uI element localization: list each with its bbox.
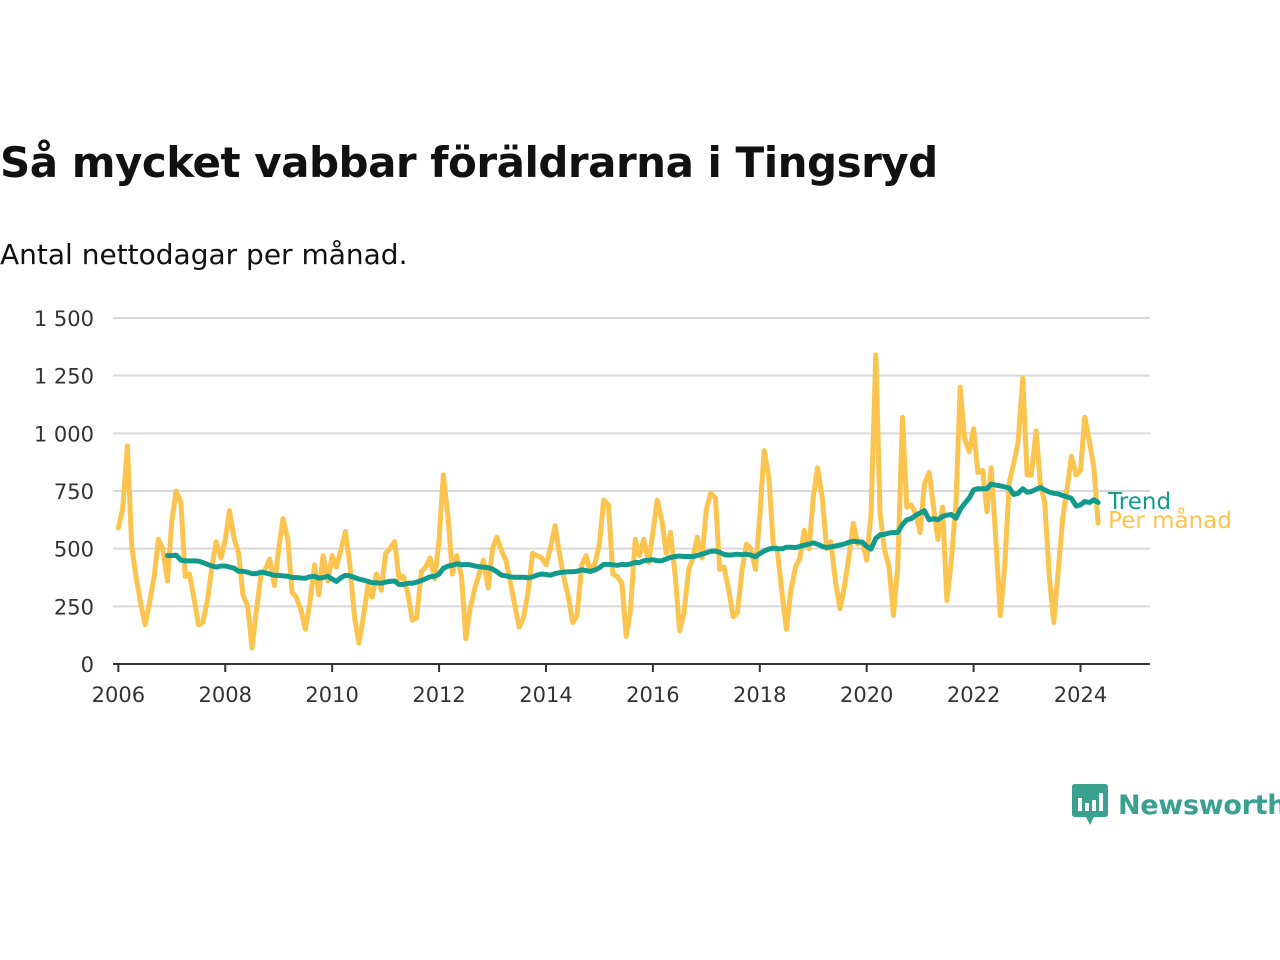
series-line-trend (165, 481, 1101, 587)
x-tick-label: 2008 (199, 683, 252, 707)
x-tick-label: 2020 (840, 683, 893, 707)
x-tick-label: 2012 (412, 683, 465, 707)
series-lines (115, 352, 1101, 651)
y-tick-label: 250 (54, 595, 94, 619)
newsworthy-logo-icon (1072, 784, 1108, 825)
y-axis-labels: 0 250 500 750 1 000 1 250 1 500 (34, 307, 94, 677)
y-tick-label: 500 (54, 538, 94, 562)
y-tick-label: 1 000 (34, 422, 94, 446)
y-tick-label: 0 (81, 653, 94, 677)
x-tick-label: 2022 (947, 683, 1000, 707)
newsworthy-logo[interactable]: Newsworthy (1072, 784, 1280, 826)
x-tick-label: 2010 (305, 683, 358, 707)
y-tick-label: 750 (54, 480, 94, 504)
x-axis-ticks (117, 664, 1082, 672)
chart-subtitle: Antal nettodagar per månad. (0, 238, 408, 271)
series-label-trend: Trend (1107, 489, 1171, 515)
x-tick-label: 2014 (519, 683, 572, 707)
x-tick-label: 2016 (626, 683, 679, 707)
x-tick-label: 2018 (733, 683, 786, 707)
x-axis-labels: 2006 2008 2010 2012 2014 2016 2018 2020 2022 2024 (92, 683, 1108, 707)
series-label-per-manad: Per månad (1108, 506, 1232, 534)
x-tick-label: 2006 (92, 683, 145, 707)
brand-name: Newsworthy (1118, 789, 1280, 821)
chart-title: Så mycket vabbar föräldrarna i Tingsryd (0, 138, 938, 187)
x-tick-label: 2024 (1054, 683, 1107, 707)
y-tick-label: 1 250 (34, 365, 94, 389)
series-line-per-manad (115, 352, 1101, 651)
y-tick-label: 1 500 (34, 307, 94, 331)
